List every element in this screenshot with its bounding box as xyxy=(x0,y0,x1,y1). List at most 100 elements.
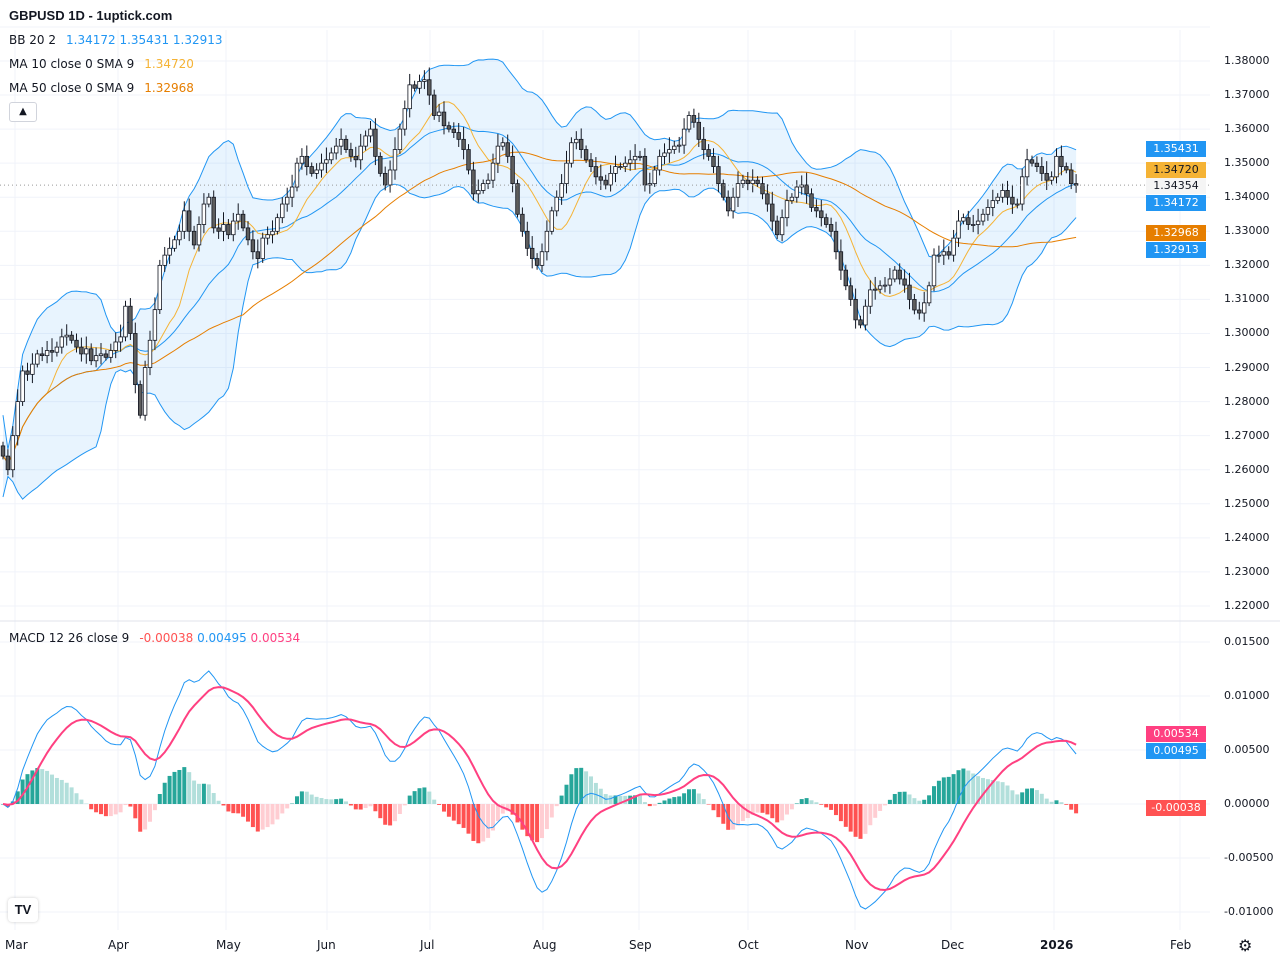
candle-body xyxy=(510,155,515,185)
candle-body xyxy=(1000,190,1005,198)
bb-upper-line xyxy=(2,58,1077,450)
macd-histogram-bar xyxy=(574,768,579,804)
macd-histogram-bar xyxy=(172,771,177,804)
macd-histogram-bar xyxy=(961,768,966,804)
candle-body xyxy=(897,269,902,280)
macd-histogram-bar xyxy=(897,791,902,804)
candle-body xyxy=(544,230,550,253)
macd-histogram-bar xyxy=(554,804,559,807)
macd-histogram-bar xyxy=(971,773,976,804)
candle-body xyxy=(387,169,393,186)
candle-body xyxy=(838,251,844,271)
macd-histogram-bar xyxy=(1069,804,1074,810)
candle-body xyxy=(177,230,182,241)
candle-body xyxy=(152,309,158,341)
legend-ma10[interactable]: MA 10 close 0 SMA 9 1.34720 xyxy=(9,57,194,71)
macd-histogram-bar xyxy=(1039,793,1044,804)
candle-body xyxy=(931,254,937,287)
candle-body xyxy=(946,251,951,256)
candle-body xyxy=(280,203,285,219)
candle-body xyxy=(922,302,927,314)
price-badge: 1.35431 xyxy=(1146,141,1206,157)
candle-body xyxy=(84,348,89,355)
gear-icon[interactable]: ⚙ xyxy=(1238,936,1253,955)
macd-histogram-bar xyxy=(995,781,1000,804)
macd-histogram-bar xyxy=(309,794,314,804)
macd-histogram-bar xyxy=(50,774,54,804)
candle-body xyxy=(49,350,55,353)
candle-body xyxy=(20,370,25,403)
ma10-value: 1.34720 xyxy=(144,57,194,71)
candle-body xyxy=(828,224,834,232)
legend-bb[interactable]: BB 20 2 1.34172 1.35431 1.32913 xyxy=(9,33,223,47)
macd-histogram-bar xyxy=(873,804,878,818)
candle-body xyxy=(907,284,912,300)
macd-histogram-bar xyxy=(412,791,417,804)
candle-body xyxy=(1029,159,1035,164)
price-axis-label: 1.31000 xyxy=(1224,292,1270,306)
macd-histogram-bar xyxy=(255,804,260,832)
time-axis-label: 2026 xyxy=(1040,938,1074,952)
macd-histogram-bar xyxy=(500,804,505,814)
macd-histogram-bar xyxy=(64,782,69,804)
candle-body xyxy=(343,138,349,150)
macd-axis-label: 0.01000 xyxy=(1224,689,1270,702)
candle-body xyxy=(858,319,863,326)
candle-body xyxy=(1015,203,1020,206)
macd-histogram-bar xyxy=(334,799,339,804)
macd-histogram-bar xyxy=(853,804,858,837)
candle-body xyxy=(289,186,295,198)
collapse-legend-button[interactable]: ▲ xyxy=(9,102,37,122)
candle-body xyxy=(191,230,197,246)
macd-axis-label: 0.00500 xyxy=(1224,743,1270,756)
macd-histogram-bar xyxy=(691,789,696,804)
macd-histogram-bar xyxy=(143,804,148,830)
candle-body xyxy=(814,207,819,212)
macd-histogram-bar xyxy=(231,804,236,814)
macd-histogram-bar xyxy=(559,795,564,804)
macd-histogram-bar xyxy=(54,777,59,804)
macd-histogram-bar xyxy=(946,776,951,804)
macd-histogram-bar xyxy=(770,804,775,819)
macd-histogram-bar xyxy=(985,779,990,804)
macd-histogram-bar xyxy=(829,804,834,810)
macd-histogram-bar xyxy=(417,788,422,804)
candle-body xyxy=(427,79,432,96)
macd-histogram-bar xyxy=(1044,798,1049,804)
bb-basis: 1.34172 xyxy=(66,33,116,47)
macd-label: MACD 12 26 close 9 xyxy=(9,631,130,645)
macd-histogram-bar xyxy=(344,801,348,804)
candle-body xyxy=(765,193,770,205)
candle-body xyxy=(1024,159,1030,178)
tradingview-logo[interactable]: TV xyxy=(8,898,38,922)
time-axis-label: Oct xyxy=(738,938,759,952)
candle-body xyxy=(515,183,520,215)
macd-histogram-bar xyxy=(549,804,554,818)
candle-body xyxy=(314,169,319,174)
macd-histogram-bar xyxy=(858,804,863,839)
macd-histogram-bar xyxy=(672,797,677,804)
candle-body xyxy=(971,224,976,226)
legend-ma50[interactable]: MA 50 close 0 SMA 9 1.32968 xyxy=(9,81,194,95)
candle-body xyxy=(10,435,15,471)
macd-histogram-bar xyxy=(446,804,451,817)
macd-histogram-bar xyxy=(652,804,657,806)
candle-body xyxy=(770,203,775,222)
candle-body xyxy=(284,196,290,205)
macd-histogram-bar xyxy=(843,804,848,827)
macd-histogram-bar xyxy=(456,804,461,825)
macd-histogram-bar xyxy=(1030,788,1034,804)
legend-macd[interactable]: MACD 12 26 close 9 -0.00038 0.00495 0.005… xyxy=(9,631,300,645)
candle-body xyxy=(167,247,172,256)
macd-histogram-bar xyxy=(167,775,172,804)
candle-body xyxy=(216,227,221,232)
candle-body xyxy=(436,111,442,116)
candle-body xyxy=(647,183,652,186)
candle-body xyxy=(211,196,216,229)
macd-histogram-bar xyxy=(1000,782,1005,804)
candle-body xyxy=(833,230,839,253)
macd-histogram-bar xyxy=(887,799,892,804)
macd-histogram-bar xyxy=(540,804,544,839)
macd-histogram-bar xyxy=(299,791,304,804)
